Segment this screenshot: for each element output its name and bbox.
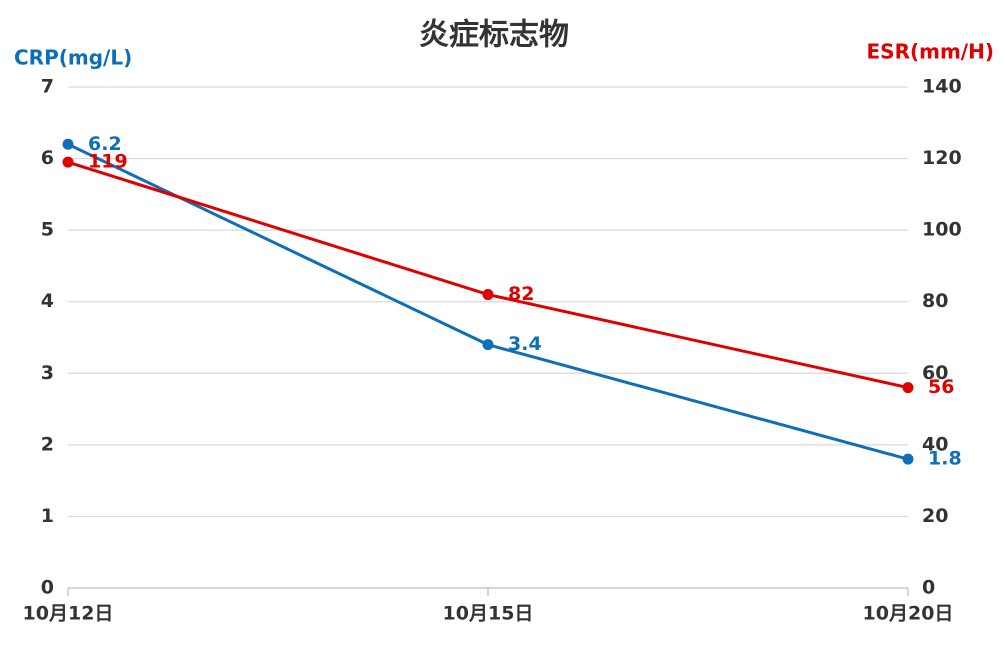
y2-tick-label: 140 (922, 76, 962, 98)
y2-tick-label: 80 (922, 290, 948, 312)
y-axis-title: CRP(mg/L) (14, 46, 132, 70)
data-point (902, 382, 914, 394)
y2-tick-label: 100 (922, 219, 962, 241)
y-tick-label: 2 (41, 433, 54, 455)
data-label: 119 (88, 151, 128, 173)
y2-tick-label: 0 (922, 577, 935, 599)
y2-tick-label: 120 (922, 147, 962, 169)
data-point (62, 138, 74, 150)
data-label: 1.8 (928, 448, 962, 470)
y2-axis-title: ESR(mm/H) (867, 40, 994, 64)
data-point (62, 156, 74, 168)
y-tick-label: 4 (41, 290, 54, 312)
data-label: 3.4 (508, 333, 542, 355)
x-tick-label: 10月12日 (23, 603, 114, 625)
chart-title: 炎症标志物 (419, 18, 569, 53)
x-tick-label: 10月20日 (863, 603, 954, 625)
y2-tick-label: 40 (922, 433, 948, 455)
data-label: 82 (508, 283, 534, 305)
y-tick-label: 6 (41, 147, 54, 169)
data-label: 6.2 (88, 133, 122, 155)
y-tick-label: 1 (41, 505, 54, 527)
y-tick-label: 0 (41, 577, 54, 599)
y-tick-label: 7 (41, 76, 54, 98)
x-tick-label: 10月15日 (443, 603, 534, 625)
data-point (482, 289, 494, 301)
y-tick-label: 5 (41, 219, 54, 241)
y-tick-label: 3 (41, 362, 54, 384)
y2-tick-label: 60 (922, 362, 948, 384)
data-point (902, 453, 914, 465)
y2-tick-label: 20 (922, 505, 948, 527)
series-line (67, 160, 909, 390)
data-label: 56 (928, 376, 954, 398)
data-point (482, 339, 494, 351)
